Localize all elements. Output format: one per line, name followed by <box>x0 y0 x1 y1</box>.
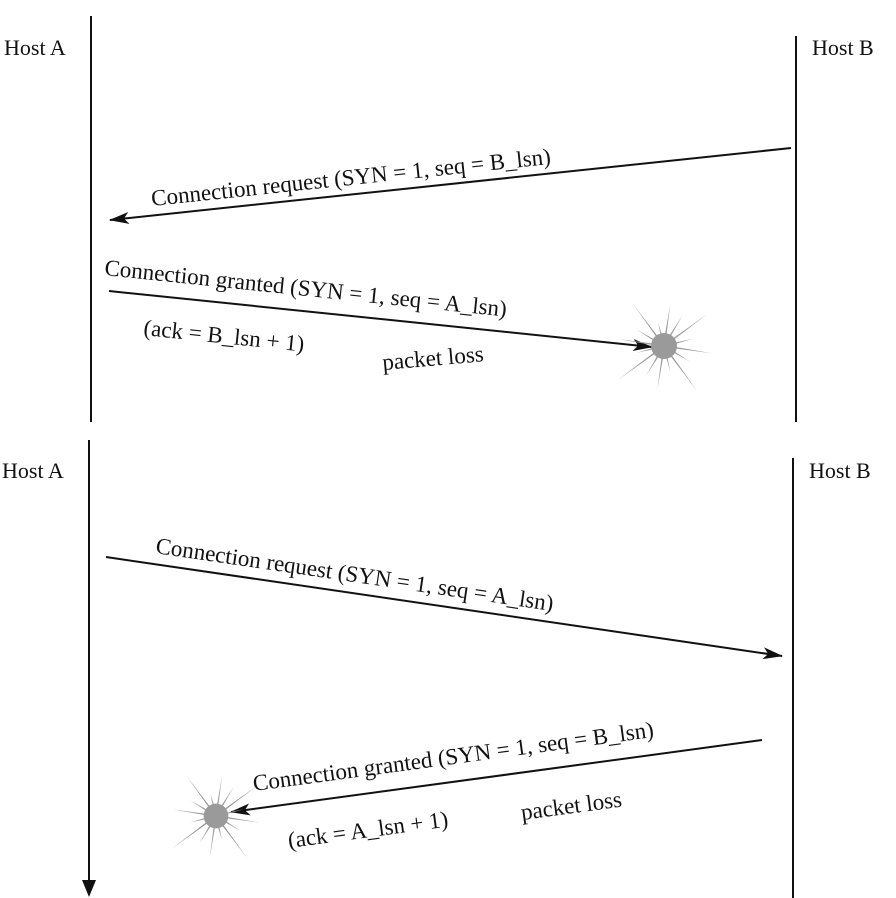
connection-request-label: Connection request (SYN = 1, seq = A_lsn… <box>154 533 555 616</box>
packet-loss-label: packet loss <box>381 341 484 375</box>
packet-loss-label: packet loss <box>519 787 623 825</box>
host-b-label: Host B <box>809 458 871 483</box>
host-a-label: Host A <box>4 35 66 60</box>
starburst-core <box>203 803 229 829</box>
connection-request-arrow <box>105 556 783 660</box>
ack-label: (ack = B_lsn + 1) <box>142 315 305 356</box>
host-a-label: Host A <box>2 458 64 483</box>
top-scenario: Host A Host B Connection request (SYN = … <box>4 16 874 422</box>
timeline-arrowhead <box>82 880 96 897</box>
ack-label: (ack = A_lsn + 1) <box>286 807 449 853</box>
connection-request-arrow <box>109 147 792 224</box>
bottom-scenario: Host A Host B Connection request (SYN = … <box>2 440 871 898</box>
connection-granted-arrow <box>230 739 763 816</box>
starburst-core <box>651 333 677 359</box>
connection-request-label: Connection request (SYN = 1, seq = B_lsn… <box>150 144 552 211</box>
starburst-icon <box>171 776 262 859</box>
starburst-icon <box>617 304 712 392</box>
connection-granted-label: Connection granted (SYN = 1, seq = B_lsn… <box>251 717 655 796</box>
connection-granted-arrow <box>108 290 653 352</box>
host-b-label: Host B <box>812 35 874 60</box>
